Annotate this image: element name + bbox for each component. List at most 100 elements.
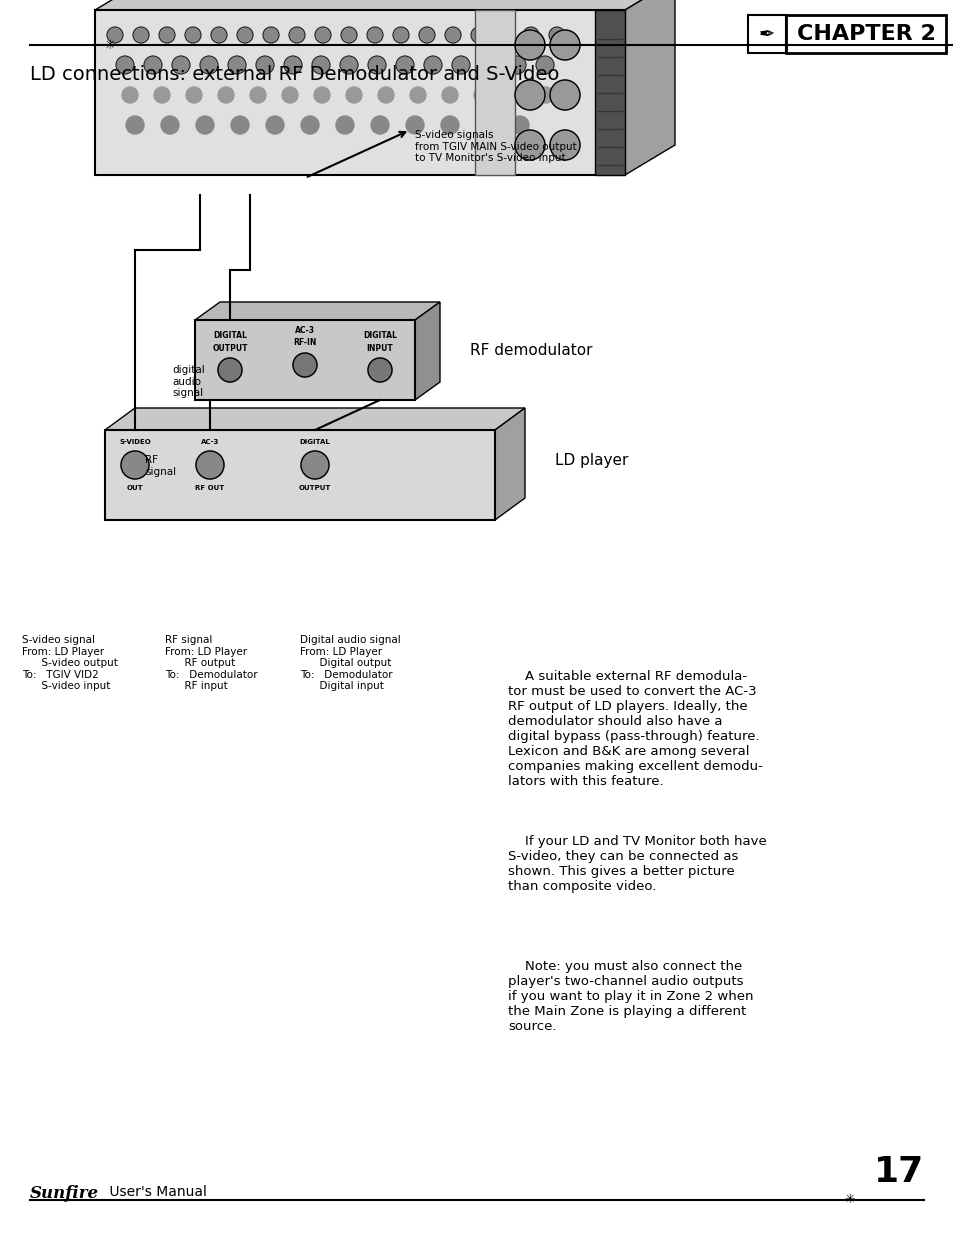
Circle shape [515,80,544,110]
Text: CHAPTER 2: CHAPTER 2 [796,23,935,44]
Circle shape [126,116,144,135]
Circle shape [377,86,394,103]
Text: LD connections: external RF Demodulator and S-Video: LD connections: external RF Demodulator … [30,65,558,84]
Text: If your LD and TV Monitor both have
S-video, they can be connected as
shown. Thi: If your LD and TV Monitor both have S-vi… [507,835,766,893]
Circle shape [122,86,138,103]
Circle shape [218,358,242,382]
Circle shape [121,451,149,479]
Circle shape [444,27,460,43]
Circle shape [116,56,133,74]
Circle shape [395,56,414,74]
Bar [194,320,415,400]
Bar [105,430,495,520]
Circle shape [536,56,554,74]
Text: RF
signal: RF signal [145,454,176,477]
Text: DIGITAL: DIGITAL [299,438,330,445]
Circle shape [314,86,330,103]
Text: DIGITAL: DIGITAL [213,331,247,340]
Polygon shape [624,0,675,175]
Text: Sunfire: Sunfire [30,1186,99,1202]
Polygon shape [415,303,439,400]
Circle shape [301,451,329,479]
Circle shape [479,56,497,74]
Circle shape [339,56,357,74]
Polygon shape [495,408,524,520]
Text: RF signal
From: LD Player
      RF output
To:   Demodulator
      RF input: RF signal From: LD Player RF output To: … [165,635,257,692]
Circle shape [250,86,266,103]
Text: ✳: ✳ [843,1193,854,1207]
Circle shape [195,116,213,135]
Text: S-video signals
from TGIV MAIN S-video output
to TV Monitor's S-video input: S-video signals from TGIV MAIN S-video o… [415,130,577,163]
Text: ✒: ✒ [758,25,775,43]
Circle shape [367,27,382,43]
Circle shape [497,27,513,43]
Circle shape [153,86,170,103]
Circle shape [406,116,423,135]
Circle shape [301,116,318,135]
Circle shape [550,80,579,110]
Circle shape [236,27,253,43]
Text: DIGITAL: DIGITAL [363,331,396,340]
Circle shape [107,27,123,43]
Text: RF demodulator: RF demodulator [470,342,592,357]
Circle shape [231,116,249,135]
Polygon shape [194,303,439,320]
Circle shape [522,27,538,43]
Circle shape [211,27,227,43]
Circle shape [346,86,361,103]
Circle shape [228,56,246,74]
Circle shape [144,56,162,74]
Circle shape [161,116,179,135]
Circle shape [476,116,494,135]
Circle shape [410,86,426,103]
Circle shape [423,56,441,74]
Circle shape [282,86,297,103]
Circle shape [263,27,278,43]
Bar [95,10,624,175]
Circle shape [132,27,149,43]
Circle shape [371,116,389,135]
Circle shape [548,27,564,43]
Text: S-VIDEO: S-VIDEO [119,438,151,445]
Text: digital
audio
signal: digital audio signal [172,366,205,398]
Circle shape [335,116,354,135]
Text: OUTPUT: OUTPUT [298,485,331,492]
Text: LD player: LD player [555,452,628,468]
Circle shape [440,116,458,135]
Bar [475,10,515,175]
Polygon shape [105,408,524,430]
Circle shape [505,86,521,103]
Text: OUT: OUT [127,485,143,492]
Text: AC-3: AC-3 [200,438,219,445]
Circle shape [537,86,554,103]
Text: AC-3: AC-3 [294,326,314,335]
Bar [747,15,785,53]
Circle shape [474,86,490,103]
Circle shape [418,27,435,43]
Circle shape [550,130,579,161]
Polygon shape [95,0,675,10]
Circle shape [312,56,330,74]
Text: ✳: ✳ [105,38,115,52]
Circle shape [172,56,190,74]
Text: User's Manual: User's Manual [105,1186,207,1199]
Circle shape [515,130,544,161]
Circle shape [515,30,544,61]
Circle shape [293,353,316,377]
Bar [595,10,624,175]
Circle shape [255,56,274,74]
Circle shape [368,358,392,382]
Text: RF OUT: RF OUT [195,485,224,492]
Text: RF-IN: RF-IN [293,337,316,347]
Circle shape [441,86,457,103]
Circle shape [185,27,201,43]
Text: Digital audio signal
From: LD Player
      Digital output
To:   Demodulator
    : Digital audio signal From: LD Player Dig… [299,635,400,692]
Text: S-video signal
From: LD Player
      S-video output
To:   TGIV VID2
      S-vide: S-video signal From: LD Player S-video o… [22,635,118,692]
Circle shape [284,56,302,74]
Circle shape [550,30,579,61]
Text: Note: you must also connect the
player's two-channel audio outputs
if you want t: Note: you must also connect the player's… [507,960,753,1032]
Circle shape [186,86,202,103]
Circle shape [266,116,284,135]
Circle shape [289,27,305,43]
Circle shape [471,27,486,43]
